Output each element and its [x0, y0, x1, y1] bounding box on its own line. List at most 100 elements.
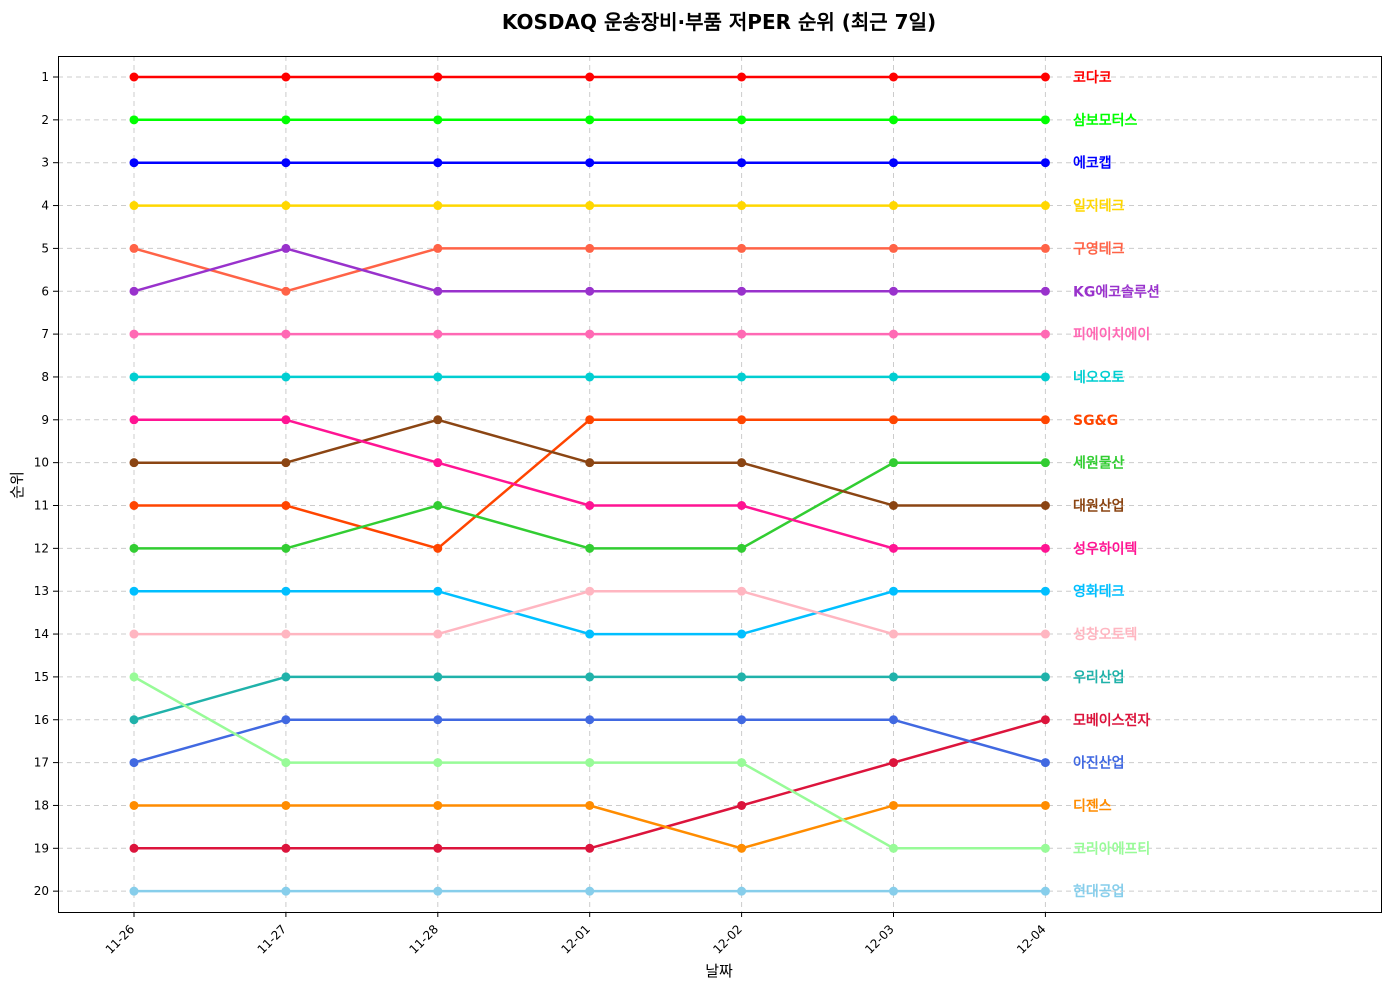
- data-point: [737, 243, 747, 253]
- data-point: [889, 286, 898, 296]
- series-group: [129, 715, 1050, 853]
- data-point: [585, 715, 595, 725]
- data-point: [281, 458, 291, 468]
- data-point: [281, 672, 291, 682]
- series-group: [129, 72, 1050, 82]
- data-point: [281, 115, 291, 125]
- data-point: [737, 329, 747, 339]
- data-point: [281, 329, 291, 339]
- data-point: [1040, 543, 1050, 553]
- data-point: [585, 672, 595, 682]
- series-group: [129, 329, 1050, 339]
- data-point: [1040, 115, 1050, 125]
- data-point: [1040, 372, 1050, 382]
- data-point: [737, 372, 747, 382]
- data-point: [585, 415, 595, 425]
- series-group: [129, 415, 1050, 553]
- data-point: [129, 586, 139, 596]
- data-point: [737, 286, 747, 296]
- data-point: [585, 501, 595, 510]
- data-point: [129, 886, 139, 896]
- series-end-label: 현대공업: [1073, 884, 1125, 900]
- data-point: [1040, 329, 1050, 339]
- data-point: [585, 586, 595, 596]
- data-point: [585, 843, 595, 853]
- data-point: [433, 72, 443, 82]
- data-point: [433, 715, 443, 725]
- data-point: [737, 415, 747, 425]
- data-point: [889, 501, 898, 510]
- data-point: [585, 286, 595, 296]
- data-point: [433, 629, 443, 639]
- series-group: [129, 158, 1050, 168]
- data-point: [433, 329, 443, 339]
- data-point: [281, 158, 291, 168]
- y-tick-label: 14: [34, 627, 49, 641]
- data-point: [585, 158, 595, 168]
- data-point: [129, 158, 139, 168]
- data-point: [585, 543, 595, 553]
- data-point: [433, 672, 443, 682]
- series-group: [129, 415, 1050, 553]
- data-point: [129, 629, 139, 639]
- series-layer: [129, 72, 1050, 896]
- data-point: [433, 458, 443, 468]
- data-point: [585, 886, 595, 896]
- y-tick-label: 18: [34, 798, 49, 812]
- y-tick-label: 5: [41, 241, 49, 255]
- series-group: [129, 415, 1050, 510]
- data-point: [1040, 886, 1050, 896]
- data-point: [281, 501, 291, 510]
- series-end-label: 세원물산: [1073, 455, 1125, 472]
- data-point: [737, 201, 747, 211]
- data-point: [737, 458, 747, 468]
- series-end-label: 영화테크: [1073, 583, 1125, 600]
- series-group: [129, 800, 1050, 853]
- series-end-label: 네오오토: [1073, 370, 1125, 386]
- y-axis-label: 순위: [8, 471, 26, 499]
- y-tick-label: 9: [41, 413, 49, 427]
- data-point: [433, 886, 443, 896]
- data-point: [737, 886, 747, 896]
- data-point: [737, 758, 747, 768]
- data-point: [889, 800, 898, 810]
- data-point: [129, 715, 139, 725]
- data-point: [129, 372, 139, 382]
- data-point: [585, 758, 595, 768]
- data-point: [1040, 715, 1050, 725]
- series-end-label: 모베이스전자: [1073, 712, 1150, 729]
- data-point: [433, 501, 443, 510]
- series-group: [129, 243, 1050, 296]
- series-line: [134, 418, 1046, 550]
- y-tick-label: 7: [41, 327, 49, 341]
- data-point: [433, 201, 443, 211]
- data-point: [281, 286, 291, 296]
- data-point: [737, 115, 747, 125]
- data-point: [889, 458, 898, 468]
- data-point: [737, 800, 747, 810]
- data-point: [129, 286, 139, 296]
- data-point: [585, 329, 595, 339]
- data-point: [433, 800, 443, 810]
- data-point: [281, 72, 291, 82]
- data-point: [1040, 629, 1050, 639]
- data-point: [585, 458, 595, 468]
- series-end-label: 성우하이텍: [1073, 540, 1137, 557]
- data-point: [129, 329, 139, 339]
- y-tick-label: 1: [41, 70, 49, 84]
- data-point: [737, 843, 747, 853]
- series-group: [129, 115, 1050, 125]
- data-point: [129, 243, 139, 253]
- x-axis-label: 날짜: [705, 962, 733, 980]
- y-tick-label: 4: [41, 199, 49, 213]
- data-point: [889, 415, 898, 425]
- y-tick-label: 15: [34, 670, 49, 684]
- series-end-label: 우리산업: [1073, 669, 1125, 686]
- data-point: [433, 586, 443, 596]
- data-point: [129, 800, 139, 810]
- y-tick-label: 13: [34, 584, 49, 598]
- series-line: [134, 418, 1046, 550]
- y-tick-label: 11: [34, 499, 49, 513]
